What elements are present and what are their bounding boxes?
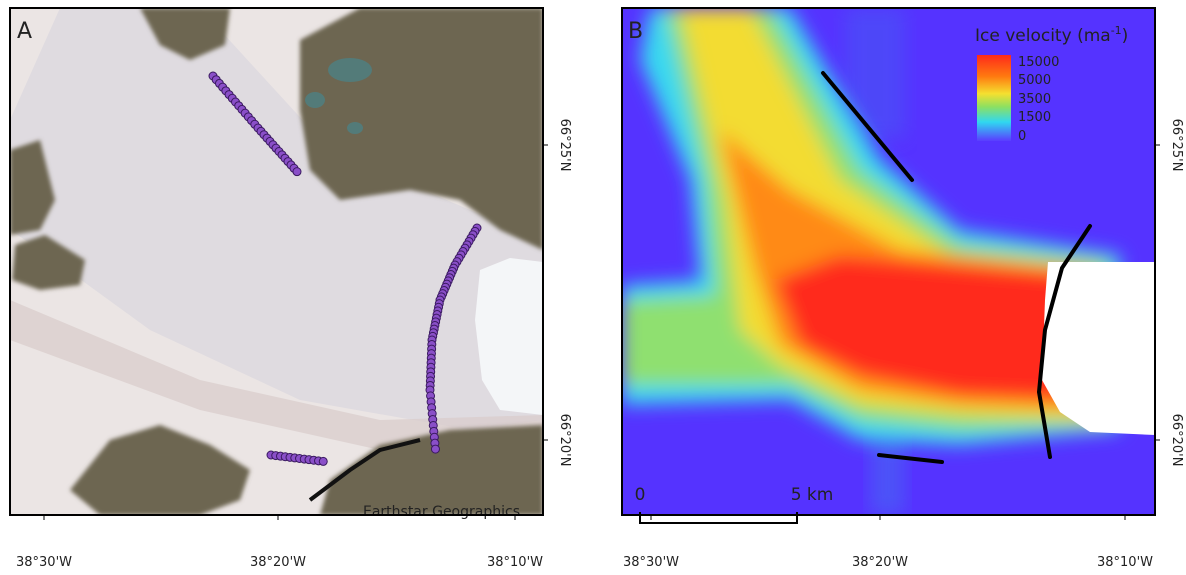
scale-end: 5 km xyxy=(791,485,834,505)
attribution: Earthstar Geographics xyxy=(363,504,520,520)
lon-tick-label: 38°10'W xyxy=(1097,555,1153,570)
track-point xyxy=(293,168,301,176)
legend-label: 0 xyxy=(1018,129,1026,144)
lat-tick-label: 66°20'N xyxy=(1169,414,1184,467)
legend-label: 15000 xyxy=(1018,55,1059,70)
legend-label: 5000 xyxy=(1018,73,1051,88)
legend-title-end: ) xyxy=(1122,26,1129,46)
track-point xyxy=(319,457,327,465)
lon-tick-label: 38°20'W xyxy=(250,555,306,570)
lon-tick-label: 38°20'W xyxy=(852,555,908,570)
legend-label: 3500 xyxy=(1018,92,1051,107)
figure: Earthstar Geographics A B Ice velocity (… xyxy=(0,0,1186,575)
lat-tick-label: 66°25'N xyxy=(1169,119,1184,172)
lat-tick-label: 66°20'N xyxy=(557,414,572,467)
satellite-image xyxy=(10,8,543,515)
lon-tick-label: 38°30'W xyxy=(623,555,679,570)
legend-label: 1500 xyxy=(1018,110,1051,125)
legend-colorbar xyxy=(977,55,1011,141)
legend-title-text: Ice velocity (ma xyxy=(975,26,1111,46)
scale-start: 0 xyxy=(635,485,646,505)
panel-label: B xyxy=(628,19,643,44)
velocity-map xyxy=(622,8,1155,515)
panel-label: A xyxy=(17,19,32,44)
lon-tick-label: 38°10'W xyxy=(487,555,543,570)
track-point xyxy=(431,445,439,453)
legend-title: Ice velocity (ma-1) xyxy=(975,24,1128,46)
legend-title-sup: -1 xyxy=(1111,24,1122,37)
lon-tick-label: 38°30'W xyxy=(16,555,72,570)
lat-tick-label: 66°25'N xyxy=(557,119,572,172)
